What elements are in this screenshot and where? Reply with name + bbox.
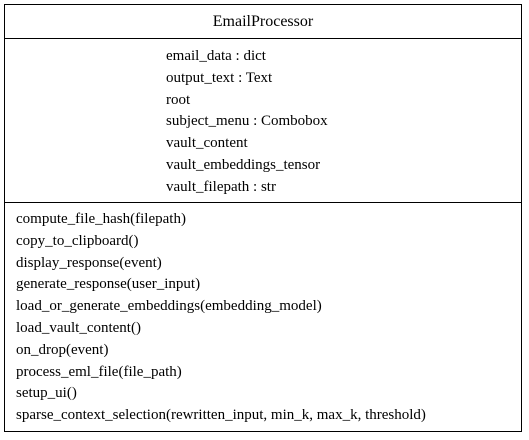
method-row: on_drop(event) bbox=[16, 341, 109, 358]
attribute-row: vault_embeddings_tensor bbox=[166, 156, 321, 173]
method-row: load_vault_content() bbox=[16, 319, 141, 336]
attribute-row: email_data : dict bbox=[166, 48, 266, 64]
method-row: process_eml_file(file_path) bbox=[16, 363, 182, 380]
method-row: compute_file_hash(filepath) bbox=[16, 211, 186, 227]
attribute-row: subject_menu : Combobox bbox=[166, 113, 328, 130]
class-name: EmailProcessor bbox=[5, 5, 521, 39]
attribute-row: vault_filepath : str bbox=[166, 178, 276, 195]
attribute-row: output_text : Text bbox=[166, 69, 273, 86]
method-row: copy_to_clipboard() bbox=[16, 232, 139, 249]
method-row: display_response(event) bbox=[16, 254, 162, 271]
method-row: setup_ui() bbox=[16, 385, 77, 402]
uml-class-box: EmailProcessor email_data : dict output_… bbox=[4, 4, 522, 432]
method-row: load_or_generate_embeddings(embedding_mo… bbox=[16, 298, 322, 315]
method-row: generate_response(user_input) bbox=[16, 276, 201, 293]
method-row: sparse_context_selection(rewritten_input… bbox=[16, 407, 426, 424]
methods-compartment: compute_file_hash(filepath) copy_to_clip… bbox=[5, 203, 521, 427]
attribute-row: vault_content bbox=[166, 135, 248, 152]
attributes-compartment: email_data : dict output_text : Text roo… bbox=[5, 39, 521, 203]
attribute-row: root bbox=[166, 91, 191, 108]
